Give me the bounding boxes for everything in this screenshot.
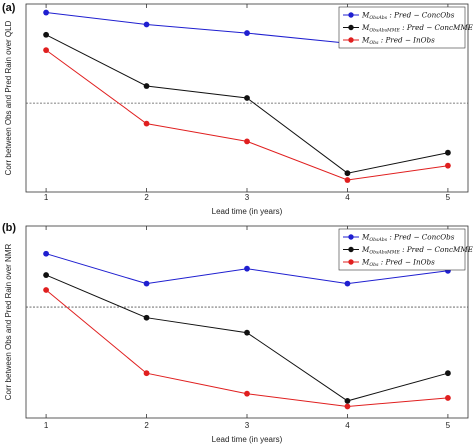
data-point-series-2 [445,149,451,156]
series-line-3 [45,49,448,181]
data-point-series-3 [143,370,150,377]
legend-box [338,6,466,49]
data-point-series-1 [143,280,150,287]
x-tick-label: 4 [345,421,350,430]
legend-entry-label: MObsAbsMME : Pred − ConcMME [361,245,474,256]
data-point-series-2 [445,370,451,377]
legend-box [338,228,466,271]
data-point-series-3 [43,287,49,293]
legend-swatch-marker [348,234,354,240]
data-point-series-3 [244,390,250,397]
x-tick-label: 1 [44,421,49,430]
legend-swatch-marker [348,24,354,31]
data-point-series-2 [344,398,351,404]
data-point-series-3 [344,403,351,410]
x-tick-label: 5 [446,421,451,430]
data-point-series-1 [244,30,250,36]
data-point-series-3 [43,47,49,54]
data-point-series-3 [143,120,150,127]
legend-entry-label: MObsAbsMME : Pred − ConcMME [361,23,474,34]
x-tick-label: 4 [345,193,350,202]
data-point-series-3 [445,395,451,401]
x-tick-label: 1 [44,193,49,202]
data-point-series-2 [43,31,49,38]
data-point-series-2 [43,272,49,278]
data-point-series-2 [344,170,351,177]
data-point-series-3 [244,138,250,145]
series-line-2 [45,274,449,402]
legend-swatch-marker [348,246,354,253]
chart-panel-a: 1 2 3 4 5 Lead time (in years) Corr between Ob… [2,2,474,216]
panel-label: (a) [2,2,16,14]
series-line-3 [45,289,448,408]
panel-label: (b) [2,222,16,234]
data-point-series-2 [244,329,250,336]
x-tick-label: 2 [144,421,149,430]
x-tick-label: 5 [446,193,451,202]
data-point-series-1 [43,9,49,16]
legend-swatch-marker [348,37,354,43]
legend-entry-label: MObsAbs : Pred − ConcObs [361,233,455,244]
y-axis-label: Corr between Obs and Pred Rain over QLD [4,20,13,175]
x-tick-label: 3 [245,193,250,202]
data-point-series-1 [143,21,150,28]
x-axis-label: Lead time (in years) [212,207,283,216]
data-point-series-3 [445,162,451,169]
legend-entry-label: MObsAbs : Pred − ConcObs [361,11,455,22]
x-tick-label: 2 [144,193,149,202]
x-axis-label: Lead time (in years) [212,435,283,444]
data-point-series-2 [244,95,250,101]
legend-swatch-marker [348,259,354,265]
legend-swatch-marker [348,12,354,18]
data-point-series-2 [143,83,150,89]
data-point-series-1 [244,265,250,272]
data-point-series-1 [43,250,49,257]
legend-entry-label: MObs : Pred − InObs [361,36,435,47]
data-point-series-3 [344,177,351,183]
series-line-2 [45,34,449,174]
chart-panel-b: 1 2 3 4 5 Lead time (in years) Corr between Ob… [2,222,474,444]
x-tick-label: 3 [245,421,250,430]
data-point-series-2 [143,314,150,321]
data-point-series-1 [344,280,351,287]
y-axis-label: Corr between Obs and Pred Rain over NMR [4,244,13,401]
legend-entry-label: MObs : Pred − InObs [361,258,435,269]
